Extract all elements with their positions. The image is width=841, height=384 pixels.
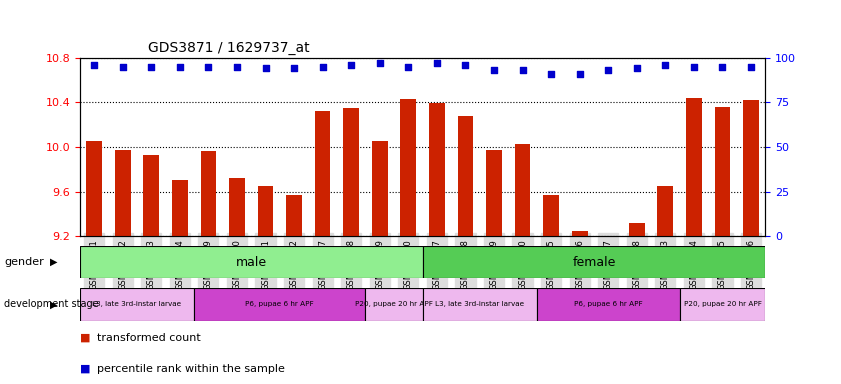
Text: gender: gender bbox=[4, 257, 44, 267]
Bar bbox=[543, 195, 559, 236]
Bar bbox=[537, 288, 680, 321]
Point bbox=[716, 63, 729, 70]
Point bbox=[487, 67, 500, 73]
Bar bbox=[600, 236, 616, 242]
Bar bbox=[743, 100, 759, 236]
Point bbox=[202, 63, 215, 70]
Text: ■: ■ bbox=[80, 333, 90, 343]
Point bbox=[601, 67, 615, 73]
Point bbox=[87, 62, 101, 68]
Point bbox=[373, 60, 387, 66]
Point bbox=[402, 63, 415, 70]
Text: P6, pupae 6 hr APF: P6, pupae 6 hr APF bbox=[246, 301, 315, 307]
Bar bbox=[172, 180, 188, 236]
Text: P20, pupae 20 hr APF: P20, pupae 20 hr APF bbox=[684, 301, 761, 307]
Text: development stage: development stage bbox=[4, 299, 99, 310]
Bar bbox=[87, 141, 102, 236]
Bar bbox=[229, 178, 245, 236]
Bar bbox=[257, 186, 273, 236]
Bar bbox=[315, 111, 331, 236]
Text: ▶: ▶ bbox=[50, 299, 58, 310]
Point bbox=[345, 62, 358, 68]
Bar bbox=[80, 246, 422, 278]
Bar bbox=[515, 144, 531, 236]
Text: P6, pupae 6 hr APF: P6, pupae 6 hr APF bbox=[574, 301, 643, 307]
Point bbox=[316, 63, 330, 70]
Bar bbox=[629, 223, 645, 236]
Text: transformed count: transformed count bbox=[97, 333, 200, 343]
Bar bbox=[429, 103, 445, 236]
Text: GDS3871 / 1629737_at: GDS3871 / 1629737_at bbox=[149, 41, 310, 55]
Point bbox=[145, 63, 158, 70]
Text: ▶: ▶ bbox=[50, 257, 58, 267]
Bar bbox=[680, 288, 765, 321]
Point bbox=[173, 63, 187, 70]
Bar bbox=[715, 107, 730, 236]
Bar bbox=[286, 195, 302, 236]
Bar bbox=[115, 150, 130, 236]
Bar bbox=[422, 246, 765, 278]
Bar bbox=[343, 108, 359, 236]
Point bbox=[744, 63, 758, 70]
Point bbox=[630, 65, 643, 71]
Point bbox=[288, 65, 301, 71]
Bar bbox=[458, 116, 473, 236]
Point bbox=[516, 67, 529, 73]
Bar bbox=[144, 155, 159, 236]
Point bbox=[458, 62, 472, 68]
Bar bbox=[372, 141, 388, 236]
Text: female: female bbox=[572, 256, 616, 268]
Text: P20, pupae 20 hr APF: P20, pupae 20 hr APF bbox=[355, 301, 433, 307]
Point bbox=[430, 60, 443, 66]
Point bbox=[544, 71, 558, 77]
Bar bbox=[400, 99, 416, 236]
Text: L3, late 3rd-instar larvae: L3, late 3rd-instar larvae bbox=[93, 301, 182, 307]
Bar bbox=[658, 186, 673, 236]
Point bbox=[230, 63, 244, 70]
Point bbox=[687, 63, 701, 70]
Text: percentile rank within the sample: percentile rank within the sample bbox=[97, 364, 284, 374]
Point bbox=[259, 65, 272, 71]
Bar bbox=[194, 288, 366, 321]
Text: ■: ■ bbox=[80, 364, 90, 374]
Point bbox=[116, 63, 130, 70]
Point bbox=[573, 71, 586, 77]
Bar bbox=[422, 288, 537, 321]
Bar bbox=[80, 288, 194, 321]
Bar bbox=[200, 151, 216, 236]
Point bbox=[659, 62, 672, 68]
Text: L3, late 3rd-instar larvae: L3, late 3rd-instar larvae bbox=[435, 301, 524, 307]
Bar bbox=[366, 288, 423, 321]
Bar bbox=[686, 98, 701, 236]
Bar bbox=[486, 150, 502, 236]
Text: male: male bbox=[235, 256, 267, 268]
Bar bbox=[572, 230, 588, 236]
